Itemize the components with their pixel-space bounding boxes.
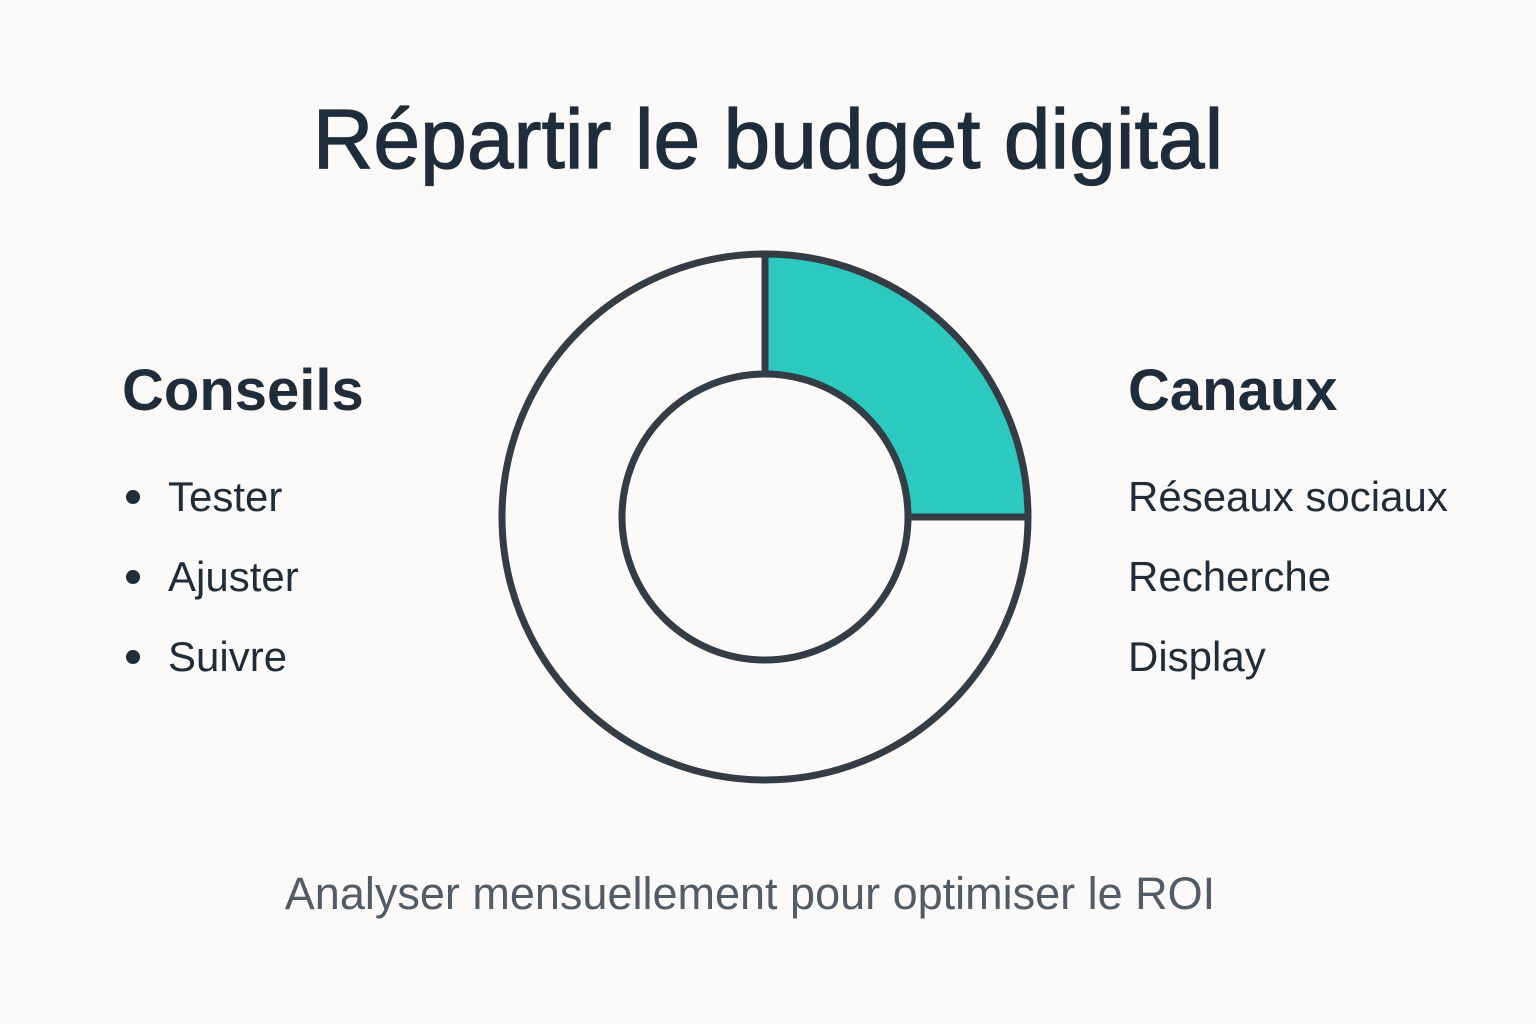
canaux-list: Réseaux sociaux Recherche Display [1128, 457, 1448, 697]
bullet-icon [126, 490, 140, 504]
conseils-list: Tester Ajuster Suivre [126, 457, 299, 697]
list-item: Display [1128, 617, 1448, 697]
list-item: Ajuster [126, 537, 299, 617]
list-item: Réseaux sociaux [1128, 457, 1448, 537]
conseils-item-label: Ajuster [168, 553, 299, 600]
footer-note: Analyser mensuellement pour optimiser le… [284, 868, 1216, 919]
canaux-item-label: Réseaux sociaux [1128, 473, 1448, 520]
canaux-item-label: Recherche [1128, 553, 1332, 600]
canaux-heading: Canaux [1128, 358, 1338, 423]
conseils-heading: Conseils [122, 358, 364, 423]
canaux-item-label: Display [1128, 633, 1266, 680]
donut-inner-ring [618, 370, 912, 664]
donut-segment-highlight [765, 254, 1028, 517]
bullet-icon [126, 570, 140, 584]
conseils-item-label: Suivre [168, 633, 288, 680]
conseils-item-label: Tester [168, 473, 283, 520]
list-item: Suivre [126, 617, 299, 697]
list-item: Tester [126, 457, 299, 537]
list-item: Recherche [1128, 537, 1448, 617]
page-title: Répartir le budget digital [312, 91, 1224, 186]
donut-chart [498, 250, 1032, 784]
bullet-icon [126, 650, 140, 664]
